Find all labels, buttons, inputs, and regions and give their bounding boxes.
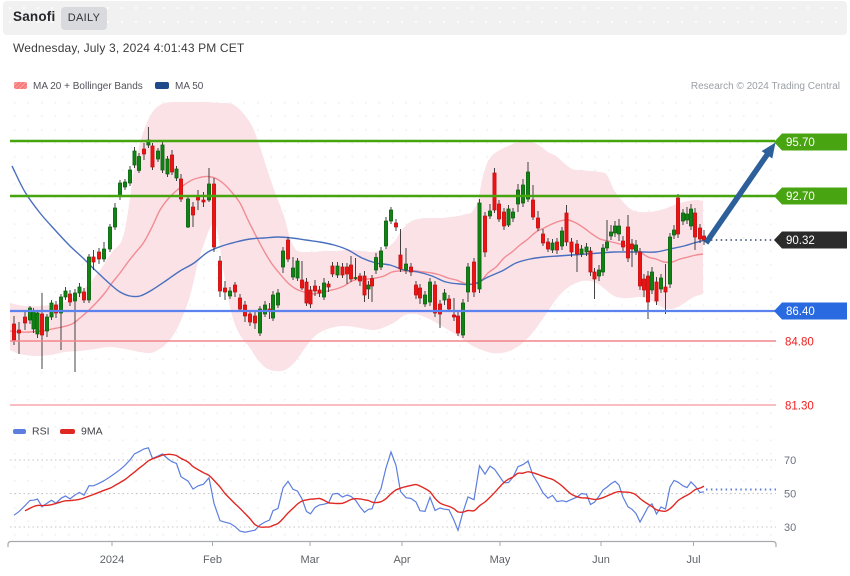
- svg-text:May: May: [490, 554, 511, 566]
- svg-text:70: 70: [784, 455, 796, 467]
- svg-text:Jun: Jun: [592, 554, 610, 566]
- svg-text:81.30: 81.30: [785, 401, 814, 413]
- svg-text:84.80: 84.80: [785, 337, 814, 349]
- svg-text:30: 30: [784, 522, 796, 534]
- svg-text:9MA: 9MA: [81, 426, 103, 438]
- svg-text:Mar: Mar: [301, 554, 320, 566]
- svg-text:RSI: RSI: [32, 426, 50, 438]
- svg-text:90.32: 90.32: [786, 235, 815, 247]
- svg-text:92.70: 92.70: [786, 191, 815, 203]
- svg-text:86.40: 86.40: [786, 306, 815, 318]
- svg-text:95.70: 95.70: [786, 137, 815, 149]
- svg-text:50: 50: [784, 489, 796, 501]
- svg-text:2024: 2024: [100, 554, 124, 566]
- svg-text:Apr: Apr: [393, 554, 410, 566]
- svg-text:Jul: Jul: [686, 554, 700, 566]
- svg-text:Feb: Feb: [203, 554, 222, 566]
